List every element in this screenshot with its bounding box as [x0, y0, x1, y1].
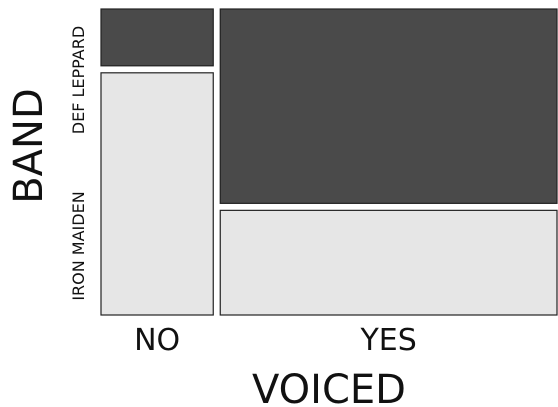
x-tick-labels: NO YES [134, 323, 417, 358]
y-tick-iron-maiden: IRON MAIDEN [69, 191, 88, 300]
x-tick-no: NO [134, 323, 180, 358]
cell-yes-iron-maiden [219, 209, 558, 316]
y-tick-def-leppard: DEF LEPPARD [69, 26, 88, 134]
cell-no-iron-maiden [100, 72, 214, 316]
x-axis-title: VOICED [252, 367, 406, 407]
y-axis-title: BAND [6, 88, 52, 204]
mosaic-cells [100, 8, 558, 316]
cell-yes-def-leppard [219, 8, 558, 204]
cell-no-def-leppard [100, 8, 214, 67]
y-tick-labels: DEF LEPPARD IRON MAIDEN [69, 26, 88, 301]
x-tick-yes: YES [359, 323, 416, 358]
